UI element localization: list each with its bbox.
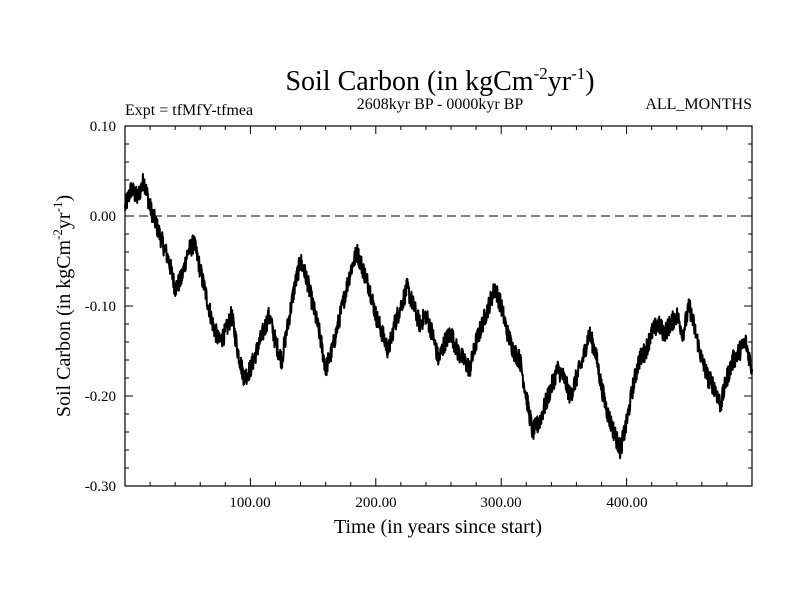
y-tick-label: 0.00 <box>90 209 116 225</box>
y-tick-label: -0.20 <box>85 389 116 405</box>
months-label: ALL_MONTHS <box>645 96 752 113</box>
experiment-label: Expt = tfMfY-tfmea <box>125 102 253 119</box>
minor-ticks <box>124 125 753 487</box>
chart-title: Soil Carbon (in kgCm-2yr-1) <box>285 64 594 97</box>
y-tick-label: -0.30 <box>85 479 116 495</box>
series-line-soil-carbon <box>124 172 753 460</box>
period-label: 2608kyr BP - 0000kyr BP <box>357 96 524 113</box>
y-tick-label: 0.10 <box>90 119 116 135</box>
y-axis-label: Soil Carbon (in kgCm-2yr-1) <box>50 195 75 417</box>
x-tick-label: 400.00 <box>606 495 647 511</box>
plot-frame <box>124 125 753 487</box>
x-tick-label: 200.00 <box>355 495 396 511</box>
y-tick-label: -0.10 <box>85 299 116 315</box>
x-tick-label: 100.00 <box>229 495 270 511</box>
x-axis-label: Time (in years since start) <box>334 516 542 538</box>
x-tick-label: 300.00 <box>480 495 521 511</box>
